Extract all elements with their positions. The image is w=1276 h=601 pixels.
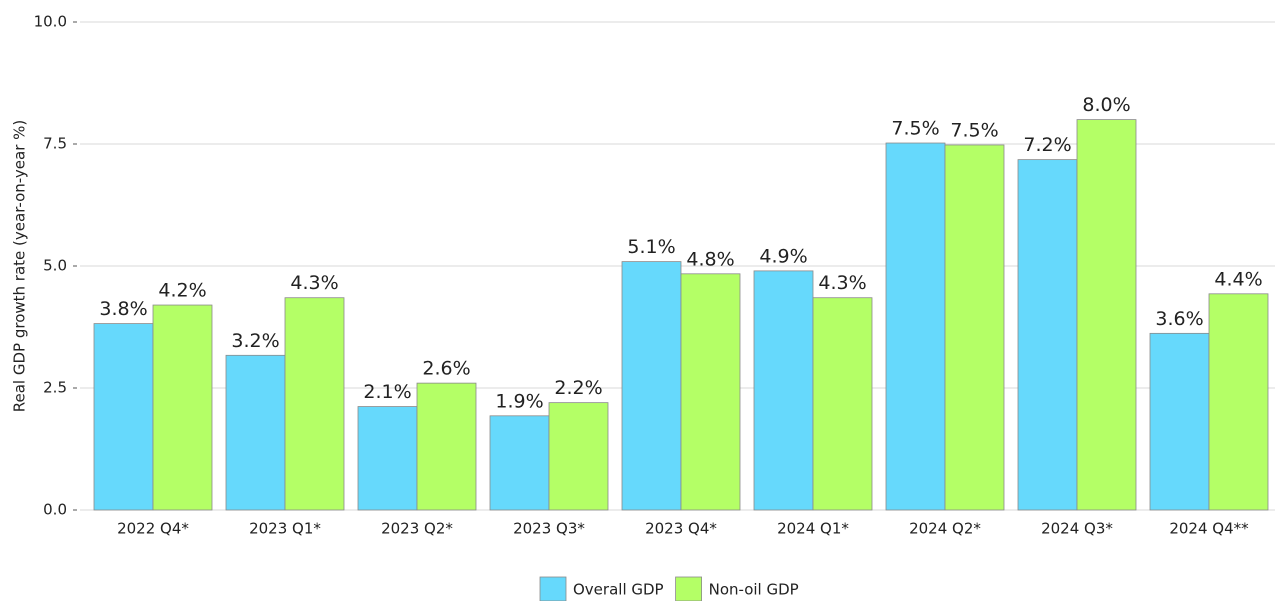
bar <box>944 144 1005 511</box>
bar <box>489 415 550 511</box>
value-label: 7.5% <box>891 118 939 140</box>
bar <box>284 297 345 511</box>
x-tick-label: 2024 Q4** <box>1169 520 1249 538</box>
legend-swatch <box>539 576 567 601</box>
value-label: 4.8% <box>686 248 734 270</box>
bar <box>416 382 477 511</box>
value-label: 4.2% <box>158 280 206 302</box>
x-tick-label: 2024 Q2* <box>909 520 981 538</box>
value-label: 4.4% <box>1214 268 1262 290</box>
bar <box>753 270 814 511</box>
value-label: 1.9% <box>495 390 543 412</box>
x-tick-label: 2023 Q3* <box>513 520 585 538</box>
x-tick-label: 2023 Q1* <box>249 520 321 538</box>
bar <box>621 261 682 511</box>
bar <box>680 273 741 511</box>
value-label: 2.1% <box>363 381 411 403</box>
y-tick-label: 2.5 <box>43 379 67 397</box>
bar <box>1149 332 1210 511</box>
bar <box>1076 119 1137 511</box>
value-label: 2.2% <box>554 377 602 399</box>
bar <box>357 406 418 511</box>
bar <box>548 402 609 511</box>
value-label: 4.9% <box>759 245 807 267</box>
bar <box>93 323 154 511</box>
value-label: 3.2% <box>231 330 279 352</box>
bar <box>1017 159 1078 511</box>
y-tick-label: 7.5 <box>43 135 67 153</box>
bar <box>812 297 873 511</box>
value-label: 4.3% <box>290 272 338 294</box>
legend-swatch <box>675 576 702 601</box>
value-label: 7.5% <box>950 119 998 141</box>
legend-label: Overall GDP <box>573 581 664 599</box>
value-label: 8.0% <box>1082 94 1130 116</box>
value-label: 2.6% <box>422 358 470 380</box>
x-tick-label: 2023 Q2* <box>381 520 453 538</box>
bar <box>152 304 213 511</box>
x-tick-label: 2022 Q4* <box>117 520 189 538</box>
value-label: 5.1% <box>627 236 675 258</box>
x-tick-label: 2024 Q1* <box>777 520 849 538</box>
value-label: 7.2% <box>1023 134 1071 156</box>
y-axis-label: Real GDP growth rate (year-on-year %) <box>11 120 29 413</box>
y-tick-label: 0.0 <box>43 501 67 519</box>
bar <box>225 354 286 511</box>
bar <box>1208 293 1269 511</box>
y-tick-label: 5.0 <box>43 257 67 275</box>
y-tick-label: 10.0 <box>34 13 67 31</box>
value-label: 4.3% <box>818 272 866 294</box>
bar <box>885 142 946 511</box>
value-label: 3.6% <box>1155 308 1203 330</box>
x-tick-label: 2024 Q3* <box>1041 520 1113 538</box>
legend-label: Non-oil GDP <box>709 581 799 599</box>
x-tick-label: 2023 Q4* <box>645 520 717 538</box>
value-label: 3.8% <box>99 298 147 320</box>
